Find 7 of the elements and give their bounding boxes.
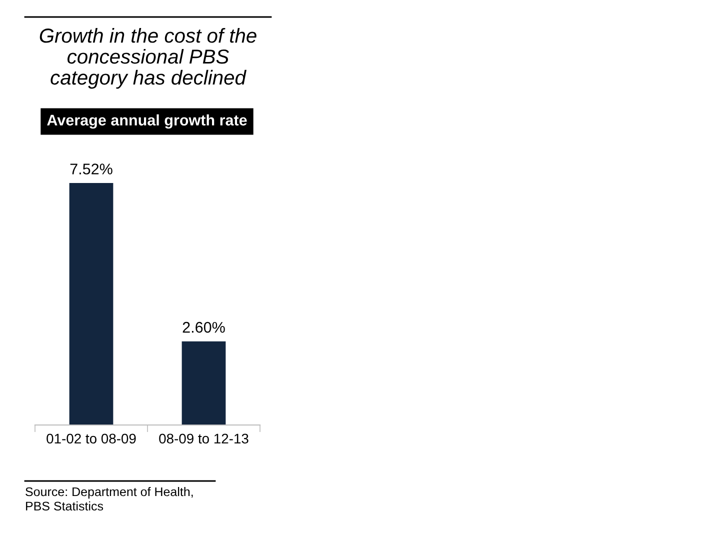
data-label: 2.60%: [182, 322, 225, 333]
x-tick-label: 01-02 to 08-09: [46, 434, 136, 444]
data-label: 7.52%: [70, 164, 112, 174]
chart-subtitle: Average annual growth rate: [47, 114, 247, 129]
source-note: Source: Department of Health, PBS Statistics: [26, 487, 193, 511]
chart-title: Growth in the cost of the concessional PBS category has declined: [40, 28, 256, 89]
x-tick-label: 08-09 to 12-13: [159, 434, 248, 444]
